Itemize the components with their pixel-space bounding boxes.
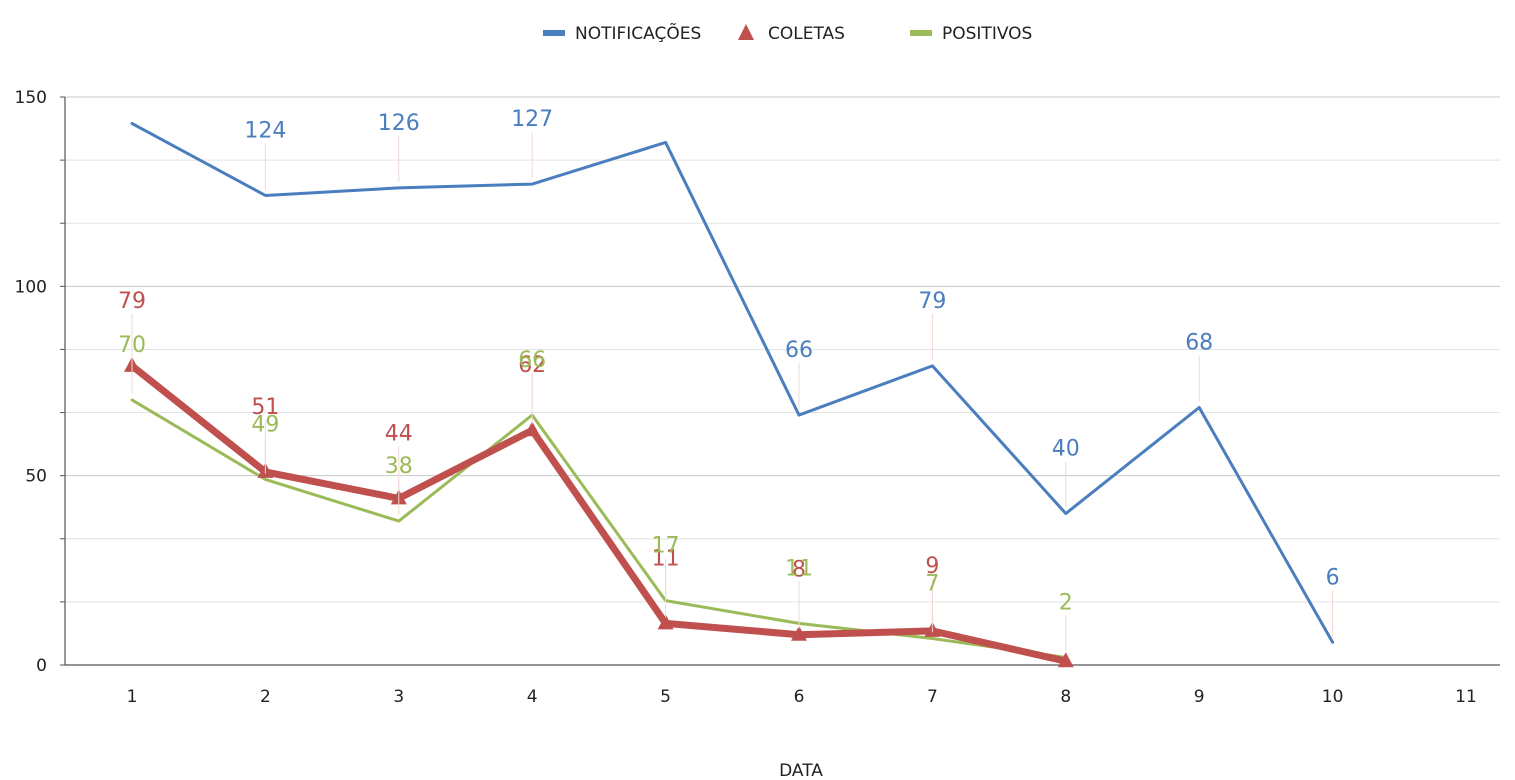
x-tick-label: 8 xyxy=(1060,687,1071,707)
legend-label: POSITIVOS xyxy=(942,24,1032,44)
data-label: 49 xyxy=(251,412,279,437)
legend-item: NOTIFICAÇÕES xyxy=(543,22,701,44)
x-tick-label: 3 xyxy=(393,687,404,707)
data-label: 51 xyxy=(251,395,279,420)
data-label: 11 xyxy=(785,556,813,581)
data-label: 9 xyxy=(925,554,939,579)
data-label: 17 xyxy=(652,534,680,559)
data-point-marker xyxy=(657,614,674,630)
data-label: 66 xyxy=(518,348,546,373)
data-label: 2 xyxy=(1059,590,1073,615)
x-tick-label: 5 xyxy=(660,687,671,707)
data-label: 79 xyxy=(118,289,146,314)
legend-label: NOTIFICAÇÕES xyxy=(575,22,701,44)
data-point-marker xyxy=(1057,652,1074,668)
x-tick-label: 10 xyxy=(1322,687,1344,707)
series-lines xyxy=(124,122,1335,668)
series-line-positivos xyxy=(130,398,1068,659)
x-tick-label: 1 xyxy=(127,687,138,707)
data-point-marker xyxy=(791,625,807,641)
series-line-notificacoes xyxy=(130,122,1335,644)
legend-swatch xyxy=(738,24,754,40)
data-label: 40 xyxy=(1052,437,1080,462)
x-axis-title: DATA xyxy=(779,761,823,780)
legend-swatch xyxy=(543,30,565,36)
data-label: 124 xyxy=(244,118,286,143)
y-tick-label: 150 xyxy=(15,88,47,108)
x-tick-label: 9 xyxy=(1194,687,1205,707)
data-point-marker xyxy=(524,421,541,437)
data-label: 68 xyxy=(1185,331,1213,356)
legend-label: COLETAS xyxy=(768,24,845,44)
legend-item: COLETAS xyxy=(738,24,845,44)
data-label: 8 xyxy=(792,558,806,583)
x-tick-label: 6 xyxy=(794,687,805,707)
data-label: 66 xyxy=(785,338,813,363)
y-tick-label: 100 xyxy=(15,277,47,297)
legend-swatch xyxy=(910,30,932,36)
x-tick-label: 4 xyxy=(527,687,538,707)
gridlines xyxy=(65,96,1500,666)
data-label: 7 xyxy=(925,571,939,596)
data-label: 6 xyxy=(1326,565,1340,590)
legend: NOTIFICAÇÕES COLETAS POSITIVOS xyxy=(543,22,1032,44)
data-label: 44 xyxy=(385,421,413,446)
data-label: 127 xyxy=(511,107,553,132)
legend-item: POSITIVOS xyxy=(910,24,1032,44)
axes: 0 50 100 150 1 2 3 4 5 6 7 8 9 10 11 xyxy=(15,88,1500,707)
x-tick-label: 2 xyxy=(260,687,271,707)
data-label: 79 xyxy=(918,289,946,314)
data-label: 126 xyxy=(378,111,420,136)
x-tick-label: 7 xyxy=(927,687,938,707)
series-line-coletas xyxy=(128,362,1070,665)
data-label: 70 xyxy=(118,333,146,358)
y-tick-label: 50 xyxy=(25,467,47,487)
x-tick-label: 11 xyxy=(1455,687,1477,707)
data-label: 38 xyxy=(385,454,413,479)
y-tick-label: 0 xyxy=(36,656,47,676)
